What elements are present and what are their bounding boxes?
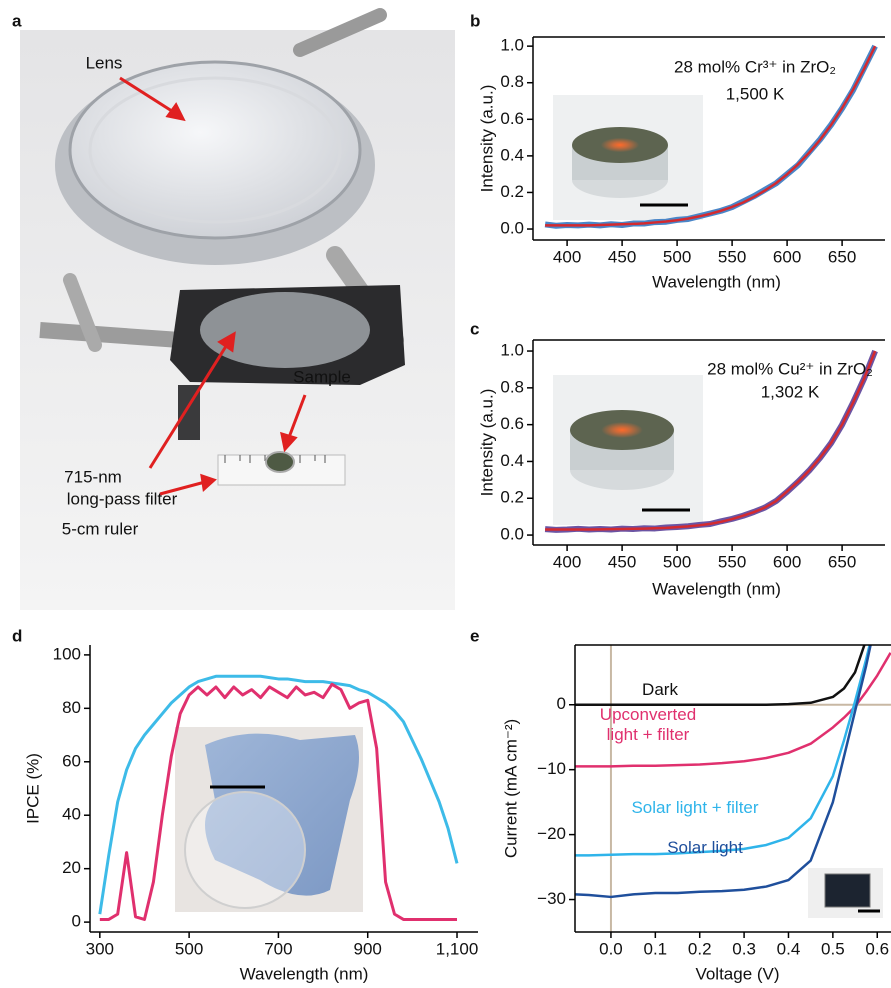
- x-tick-label: 500: [175, 939, 203, 958]
- panel-label: a: [12, 11, 22, 30]
- panel-label: e: [470, 626, 479, 645]
- x-tick-label: 450: [608, 552, 636, 571]
- y-tick-label: 1.0: [500, 36, 524, 55]
- x-tick-label: 300: [86, 939, 114, 958]
- y-tick-label: 0.0: [500, 219, 524, 238]
- y-tick-label: −30: [537, 889, 566, 908]
- y-tick-label: 0.4: [500, 451, 524, 470]
- wafer: [185, 792, 305, 908]
- photo-label: 5-cm ruler: [62, 519, 139, 538]
- y-tick-label: 60: [62, 751, 81, 770]
- y-tick-label: 0.6: [500, 109, 524, 128]
- y-tick-label: 20: [62, 858, 81, 877]
- y-tick-label: 0.0: [500, 525, 524, 544]
- x-tick-label: 500: [663, 247, 691, 266]
- figure: a Lens 715-nm long-pass filter Sample 5-…: [0, 0, 891, 988]
- x-axis-label: Wavelength (nm): [240, 964, 369, 983]
- annotation: 28 mol% Cr³⁺ in ZrO₂: [674, 57, 836, 76]
- y-tick-label: 0.8: [500, 72, 524, 91]
- filter: [200, 292, 370, 368]
- series-line: [575, 549, 890, 705]
- inset-c: [553, 375, 703, 525]
- x-tick-label: 0.4: [777, 939, 801, 958]
- y-tick-label: 100: [53, 644, 81, 663]
- series-label: Upconverted light + filter: [586, 705, 711, 745]
- y-tick-label: −20: [537, 824, 566, 843]
- x-tick-label: 450: [608, 247, 636, 266]
- y-tick-label: 1.0: [500, 341, 524, 360]
- inset-b: [553, 95, 703, 220]
- panel-label: c: [470, 319, 479, 338]
- inset-d: [175, 727, 363, 912]
- sample-jar: [266, 452, 294, 472]
- x-tick-label: 0.1: [644, 939, 668, 958]
- y-tick-label: 40: [62, 805, 81, 824]
- jar-top: [572, 127, 668, 163]
- x-axis-label: Wavelength (nm): [652, 272, 781, 291]
- x-tick-label: 1,100: [436, 939, 479, 958]
- x-tick-label: 400: [553, 247, 581, 266]
- x-tick-label: 0.5: [821, 939, 845, 958]
- y-tick-label: 0: [557, 694, 566, 713]
- x-tick-label: 650: [828, 247, 856, 266]
- y-tick-label: 0.2: [500, 182, 524, 201]
- y-tick-label: −10: [537, 759, 566, 778]
- lens: [70, 62, 360, 238]
- y-axis-label: Intensity (a.u.): [477, 85, 496, 193]
- x-axis-label: Wavelength (nm): [652, 579, 781, 598]
- x-tick-label: 400: [553, 552, 581, 571]
- photo-label: long-pass filter: [67, 489, 178, 508]
- y-tick-label: 0.6: [500, 414, 524, 433]
- jar-top: [570, 410, 674, 450]
- y-tick-label: 0.8: [500, 377, 524, 396]
- series-label: Dark: [642, 680, 678, 700]
- x-tick-label: 550: [718, 247, 746, 266]
- photo-label: Sample: [293, 367, 351, 386]
- annotation: 28 mol% Cu²⁺ in ZrO₂: [707, 359, 873, 378]
- x-tick-label: 600: [773, 552, 801, 571]
- inset-e: [808, 868, 883, 918]
- panel-label: b: [470, 11, 480, 30]
- panel-label: d: [12, 626, 22, 645]
- annotation: 1,302 K: [761, 382, 820, 401]
- y-tick-label: 0: [72, 912, 81, 931]
- x-tick-label: 0.2: [688, 939, 712, 958]
- x-tick-label: 650: [828, 552, 856, 571]
- x-axis-label: Voltage (V): [695, 964, 779, 983]
- page: a Lens 715-nm long-pass filter Sample 5-…: [0, 0, 891, 988]
- y-axis-label: Intensity (a.u.): [477, 389, 496, 497]
- annotation: 1,500 K: [726, 84, 785, 103]
- solar-cell: [825, 874, 870, 907]
- y-axis-label: IPCE (%): [23, 753, 42, 824]
- x-tick-label: 550: [718, 552, 746, 571]
- rod: [40, 330, 180, 340]
- x-tick-label: 700: [264, 939, 292, 958]
- y-tick-label: 0.4: [500, 145, 524, 164]
- y-tick-label: 0.2: [500, 488, 524, 507]
- y-tick-label: 80: [62, 698, 81, 717]
- x-tick-label: 600: [773, 247, 801, 266]
- y-axis-label: Current (mA cm⁻²): [501, 719, 520, 858]
- x-tick-label: 0.3: [732, 939, 756, 958]
- x-tick-label: 500: [663, 552, 691, 571]
- x-tick-label: 0.6: [865, 939, 889, 958]
- photo: a Lens 715-nm long-pass filter Sample 5-…: [12, 11, 455, 610]
- series-label: Solar light: [667, 838, 743, 858]
- x-tick-label: 900: [354, 939, 382, 958]
- x-tick-label: 0.0: [599, 939, 623, 958]
- photo-label: 715-nm: [64, 467, 122, 486]
- photo-label: Lens: [86, 53, 123, 72]
- series-label: Solar light + filter: [631, 798, 758, 818]
